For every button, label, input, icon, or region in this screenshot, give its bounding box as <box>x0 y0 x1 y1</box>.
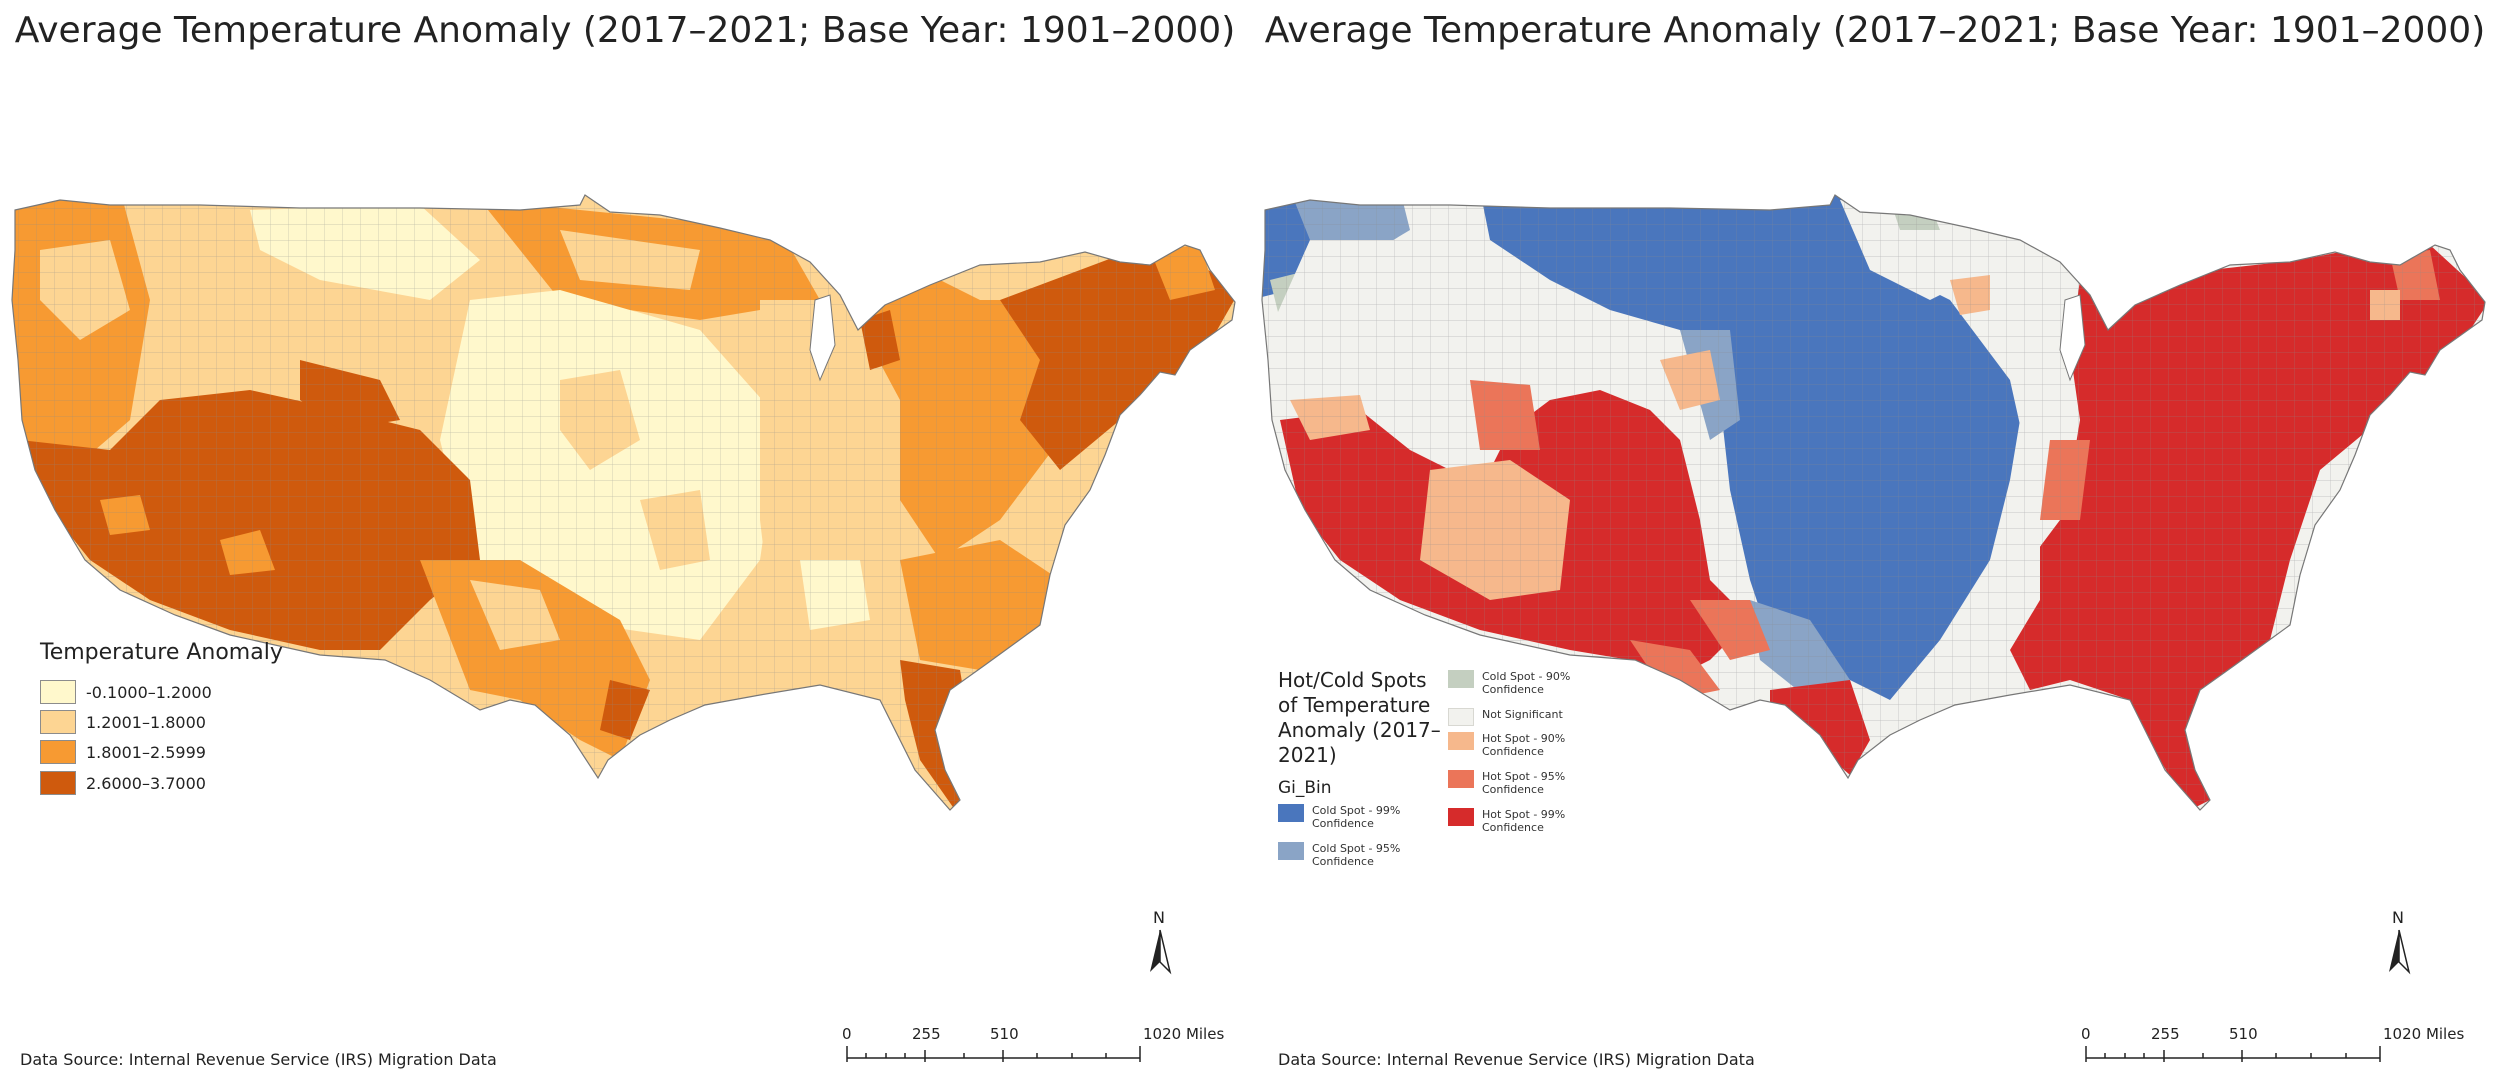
right-map-panel: Average Temperature Anomaly (2017–2021; … <box>1250 0 2500 1092</box>
left-scale-tick-3: 1020 Miles <box>1143 1025 1225 1043</box>
right-legend-item-2: Cold Spot - 95% Confidence <box>1278 842 1403 868</box>
left-legend-swatch-2 <box>40 710 76 734</box>
right-legend-label-1: Cold Spot - 99% Confidence <box>1312 804 1401 830</box>
right-legend-label-2: Cold Spot - 95% Confidence <box>1312 842 1401 868</box>
right-legend-swatch-1 <box>1278 804 1304 822</box>
left-legend-item-1: -0.1000–1.2000 <box>40 680 212 704</box>
right-legend-swatch-2 <box>1278 842 1304 860</box>
left-scale-bar <box>846 1046 1141 1062</box>
right-us-hotspot-map <box>1261 194 2486 811</box>
left-scale-tick-1: 255 <box>912 1025 941 1043</box>
right-scale-bar <box>2085 1046 2381 1062</box>
right-legend-label-6: Hot Spot - 95% Confidence <box>1482 770 1566 796</box>
left-data-source: Data Source: Internal Revenue Service (I… <box>20 1050 497 1069</box>
right-map-title: Average Temperature Anomaly (2017–2021; … <box>1264 10 2486 51</box>
right-legend-swatch-7 <box>1448 808 1474 826</box>
left-map-title: Average Temperature Anomaly (2017–2021; … <box>14 10 1236 51</box>
right-legend-item-7: Hot Spot - 99% Confidence <box>1448 808 1573 834</box>
right-legend-item-1: Cold Spot - 99% Confidence <box>1278 804 1403 830</box>
right-data-source: Data Source: Internal Revenue Service (I… <box>1278 1050 1755 1069</box>
left-legend-label-4: 2.6000–3.7000 <box>86 773 206 793</box>
left-scale-tick-2: 510 <box>990 1025 1019 1043</box>
left-scale-tick-0: 0 <box>842 1025 852 1043</box>
right-legend-label-4: Not Significant <box>1482 708 1563 721</box>
right-legend-swatch-3 <box>1448 670 1474 688</box>
left-legend-title: Temperature Anomaly <box>40 640 283 665</box>
right-scale-tick-2: 510 <box>2229 1025 2258 1043</box>
right-scale-tick-0: 0 <box>2081 1025 2091 1043</box>
left-legend-item-3: 1.8001–2.5999 <box>40 740 206 764</box>
left-legend-item-2: 1.2001–1.8000 <box>40 710 206 734</box>
right-legend-swatch-6 <box>1448 770 1474 788</box>
right-legend-item-6: Hot Spot - 95% Confidence <box>1448 770 1573 796</box>
right-legend-subtitle: Gi_Bin <box>1278 778 1332 798</box>
right-legend-item-4: Not Significant <box>1448 708 1573 726</box>
left-legend-swatch-1 <box>40 680 76 704</box>
right-legend-item-5: Hot Spot - 90% Confidence <box>1448 732 1573 758</box>
right-legend-swatch-4 <box>1448 708 1474 726</box>
right-legend-label-5: Hot Spot - 90% Confidence <box>1482 732 1566 758</box>
right-legend-title: Hot/Cold Spots of Temperature Anomaly (2… <box>1278 668 1441 767</box>
right-legend-item-3: Cold Spot - 90% Confidence <box>1448 670 1573 696</box>
left-legend-item-4: 2.6000–3.7000 <box>40 771 206 795</box>
right-scale-tick-3: 1020 Miles <box>2383 1025 2465 1043</box>
left-legend-label-3: 1.8001–2.5999 <box>86 742 206 762</box>
right-legend-label-3: Cold Spot - 90% Confidence <box>1482 670 1571 696</box>
left-map-panel: Average Temperature Anomaly (2017–2021; … <box>11 10 1236 1069</box>
left-us-choropleth-map <box>11 194 1236 811</box>
left-legend-swatch-3 <box>40 740 76 764</box>
left-legend-label-1: -0.1000–1.2000 <box>86 682 212 702</box>
right-legend-label-7: Hot Spot - 99% Confidence <box>1482 808 1566 834</box>
right-scale-tick-1: 255 <box>2151 1025 2180 1043</box>
left-legend-swatch-4 <box>40 771 76 795</box>
left-north-label: N <box>1153 908 1165 927</box>
right-north-label: N <box>2392 908 2404 927</box>
left-legend-label-2: 1.2001–1.8000 <box>86 712 206 732</box>
right-legend-swatch-5 <box>1448 732 1474 750</box>
